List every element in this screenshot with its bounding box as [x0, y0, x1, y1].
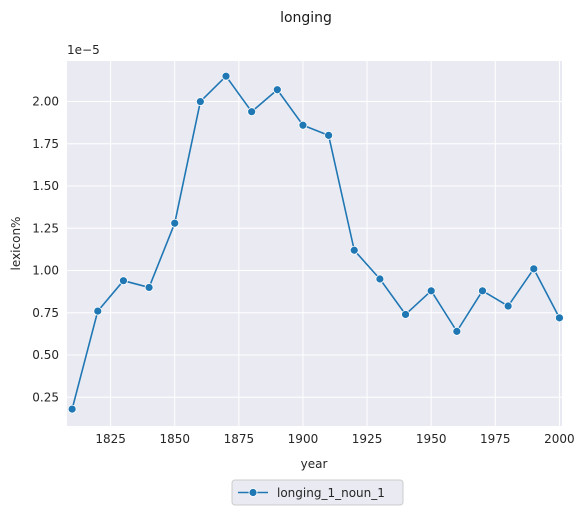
data-point [272, 85, 282, 95]
legend: longing_1_noun_1 [231, 479, 404, 506]
data-point [401, 310, 410, 319]
series-layer [67, 71, 564, 414]
y-tick-label: 2.00 [32, 95, 59, 109]
data-point [67, 404, 77, 414]
x-tick-label: 1925 [352, 432, 383, 446]
data-point [170, 218, 180, 228]
data-point [298, 120, 308, 130]
data-point [478, 286, 487, 296]
data-point [529, 264, 539, 274]
data-point [555, 313, 564, 323]
data-point [247, 107, 257, 117]
data-point [426, 286, 436, 296]
plot-area [67, 61, 562, 426]
data-point [349, 245, 359, 255]
y-tick-label: 1.25 [32, 221, 59, 235]
legend-entry-label: longing_1_noun_1 [277, 486, 385, 500]
data-point [221, 71, 231, 81]
x-tick-label: 1825 [95, 432, 126, 446]
series-line [71, 75, 561, 410]
x-tick-label: 1875 [224, 432, 255, 446]
y-tick-label: 1.50 [32, 179, 59, 193]
x-tick-label: 1850 [159, 432, 190, 446]
data-point [324, 130, 334, 140]
x-tick-label: 2000 [544, 432, 575, 446]
y-tick-label: 0.75 [32, 306, 59, 320]
data-point [452, 326, 462, 336]
y-axis-offset-label: 1e−5 [67, 43, 100, 57]
data-point [93, 306, 103, 316]
tick-labels: 1825 1850 1875 1900 1925 1950 1975 2000 0.25 0.50… [32, 95, 574, 446]
y-tick-label: 0.25 [32, 390, 59, 404]
data-point [144, 283, 154, 292]
x-axis-label: year [301, 457, 328, 471]
x-tick-label: 1975 [480, 432, 511, 446]
legend-point-marker [248, 488, 258, 497]
y-tick-label: 1.75 [32, 137, 59, 151]
y-axis-label: lexicon% [9, 217, 23, 271]
y-tick-label: 1.00 [32, 264, 59, 278]
data-point [195, 97, 205, 106]
grid [67, 61, 562, 426]
x-tick-label: 1900 [288, 432, 319, 446]
legend-box [231, 479, 404, 506]
y-tick-label: 0.50 [32, 348, 59, 362]
data-point [503, 301, 513, 311]
chart-title: longing [280, 10, 332, 26]
data-point [119, 276, 128, 286]
data-point [375, 274, 385, 284]
x-tick-label: 1950 [416, 432, 447, 446]
